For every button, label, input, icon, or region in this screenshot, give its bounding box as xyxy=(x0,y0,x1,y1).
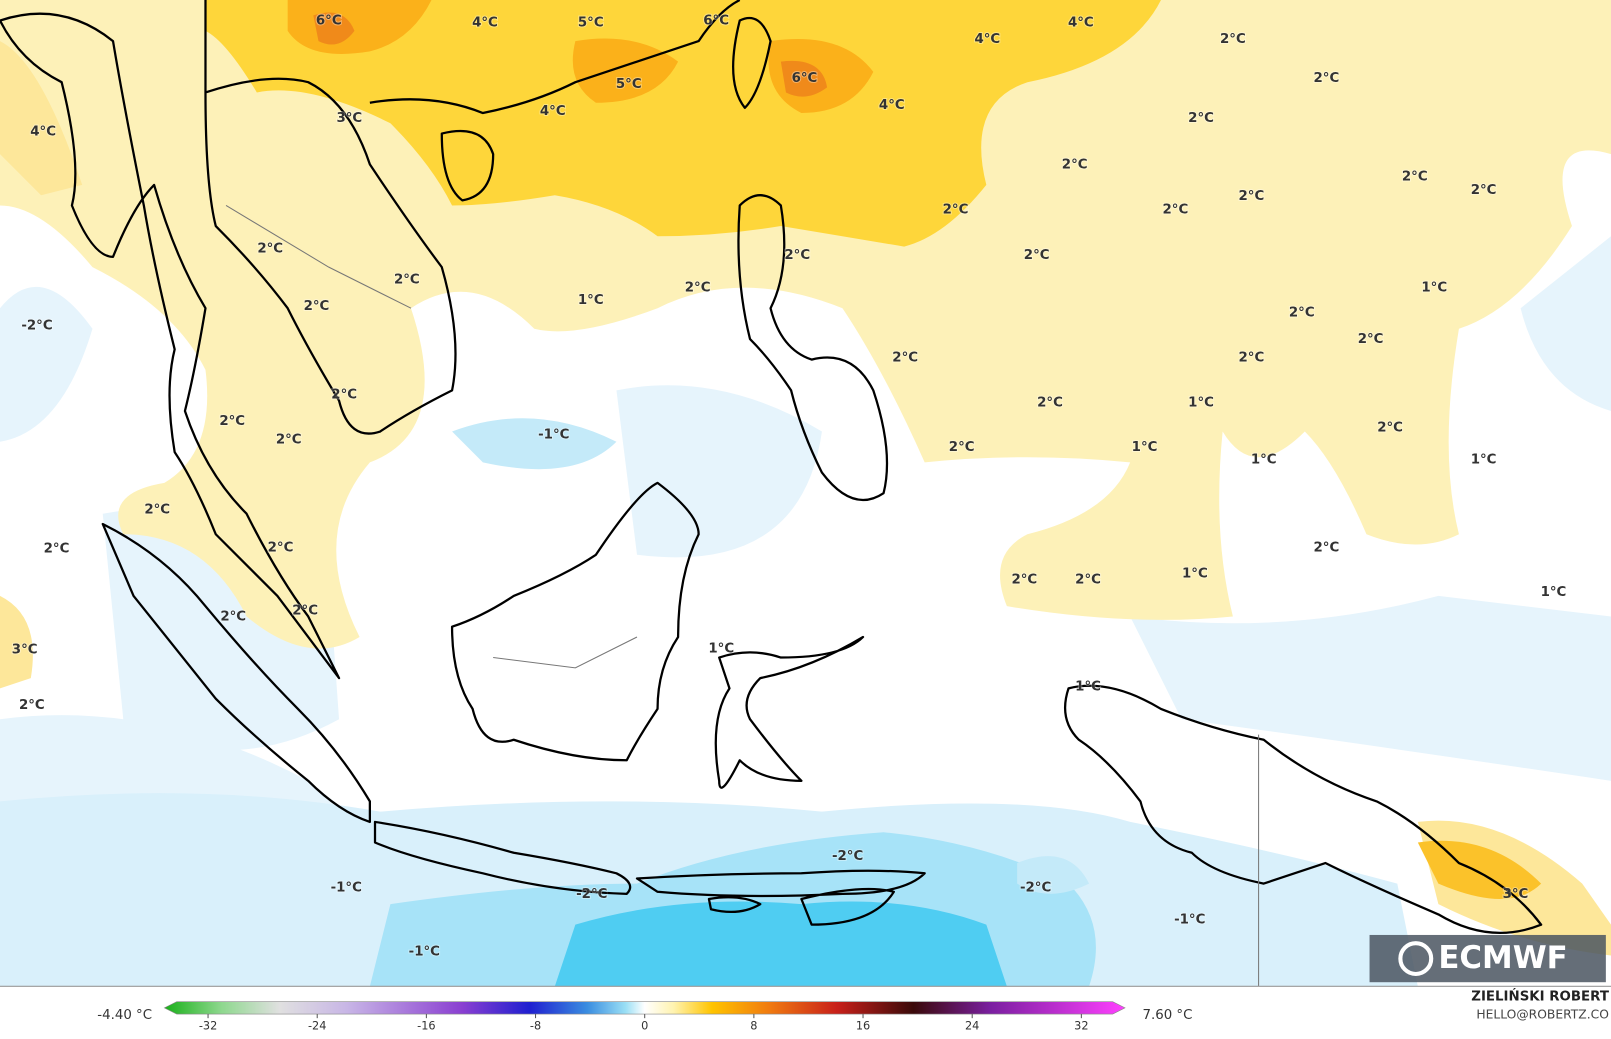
colorbar-tick-label: -8 xyxy=(530,1019,541,1032)
colorbar-tick-label: 24 xyxy=(965,1019,979,1032)
temperature-label: 3°C xyxy=(336,111,362,126)
temperature-label: 2°C xyxy=(1037,396,1063,411)
temperature-label: 2°C xyxy=(1188,111,1214,126)
temperature-label: 1°C xyxy=(1132,440,1158,455)
temperature-label: -2°C xyxy=(576,887,607,902)
logo-text: ECMWF xyxy=(1438,940,1567,976)
temperature-label: -1°C xyxy=(538,428,569,443)
temperature-label: 4°C xyxy=(1068,16,1094,31)
colorbar-min-label: -4.40 °C xyxy=(97,1008,152,1023)
temperature-label: 2°C xyxy=(1162,203,1188,218)
temperature-label: 4°C xyxy=(879,98,905,113)
temperature-label: 1°C xyxy=(578,293,604,308)
temperature-label: 2°C xyxy=(219,414,245,429)
coastlines xyxy=(0,0,1543,987)
temperature-label: 1°C xyxy=(1075,679,1101,694)
temperature-label: 1°C xyxy=(1251,452,1277,467)
temperature-label: 6°C xyxy=(792,71,818,86)
temperature-label: 1°C xyxy=(1541,585,1567,600)
temperature-label: 2°C xyxy=(1377,420,1403,435)
temperature-label: 2°C xyxy=(1358,332,1384,347)
colorbar-tick-label: -24 xyxy=(308,1019,326,1032)
temperature-label: 1°C xyxy=(1421,281,1447,296)
temperature-label: 2°C xyxy=(1239,351,1265,366)
temperature-label: 4°C xyxy=(30,125,56,140)
temperature-label: 2°C xyxy=(1314,71,1340,86)
temperature-label: 6°C xyxy=(316,14,342,29)
colorbar-max-label: 7.60 °C xyxy=(1142,1008,1192,1023)
temperature-label: 2°C xyxy=(1220,32,1246,47)
temperature-label: -1°C xyxy=(331,881,362,896)
temperature-label: 1°C xyxy=(1182,566,1208,581)
temperature-label: 2°C xyxy=(685,281,711,296)
temperature-label: 2°C xyxy=(949,440,975,455)
temperature-label: 2°C xyxy=(276,433,302,448)
temperature-label: 2°C xyxy=(1239,189,1265,204)
temperature-label: 2°C xyxy=(1011,572,1037,587)
temperature-label: -1°C xyxy=(409,944,440,959)
temperature-label: 2°C xyxy=(1062,157,1088,172)
colorbar-tick-label: 16 xyxy=(856,1019,870,1032)
temperature-label: 2°C xyxy=(44,542,70,557)
temperature-label: 1°C xyxy=(708,641,734,656)
temperature-label: 1°C xyxy=(1471,452,1497,467)
colorbar-tick-label: -16 xyxy=(417,1019,435,1032)
temperature-label: 2°C xyxy=(1024,248,1050,263)
temperature-label: 2°C xyxy=(892,351,918,366)
colorbar-tick-label: -32 xyxy=(199,1019,217,1032)
temperature-label: 2°C xyxy=(144,503,170,518)
temperature-label: 4°C xyxy=(540,104,566,119)
logo-icon xyxy=(1398,941,1434,977)
temperature-fields xyxy=(0,0,1611,987)
temperature-label: 2°C xyxy=(257,242,283,257)
temperature-labels: 6°C 4°C 5°C 6°C 4°C 4°C 2°C 2°C 3°C 5°C 4°C 6°C 4°C 4… xyxy=(11,13,1568,961)
temperature-label: 2°C xyxy=(292,603,318,618)
temperature-label: 6°C xyxy=(703,14,729,29)
colorbar-ticks: -32 -24 -16 -8 0 8 16 24 32 xyxy=(199,1014,1089,1032)
temperature-label: -2°C xyxy=(1020,881,1051,896)
temperature-label: 3°C xyxy=(12,642,38,657)
temperature-label: 2°C xyxy=(1471,183,1497,198)
temperature-label: 2°C xyxy=(331,388,357,403)
temperature-label: 3°C xyxy=(1503,887,1529,902)
temperature-label: 2°C xyxy=(1314,541,1340,556)
colorbar-tick-label: 8 xyxy=(750,1019,757,1032)
colorbar-tick-label: 0 xyxy=(641,1019,648,1032)
temperature-label: -1°C xyxy=(1174,913,1205,928)
temperature-label: -2°C xyxy=(832,849,863,864)
credit-contact: HELLO@ROBERTZ.CO xyxy=(1476,1008,1609,1022)
temperature-label: 2°C xyxy=(394,272,420,287)
temperature-label: 4°C xyxy=(974,32,1000,47)
temperature-label: -2°C xyxy=(21,319,52,334)
colorbar xyxy=(163,1001,1126,1015)
temperature-label: 2°C xyxy=(784,248,810,263)
temperature-label: 2°C xyxy=(304,299,330,314)
temperature-label: 2°C xyxy=(943,203,969,218)
temperature-label: 5°C xyxy=(616,77,642,92)
temperature-label: 2°C xyxy=(19,698,45,713)
temperature-label: 1°C xyxy=(1188,396,1214,411)
colorbar-tick-label: 32 xyxy=(1074,1019,1088,1032)
temperature-label: 2°C xyxy=(1075,572,1101,587)
temperature-label: 5°C xyxy=(578,16,604,31)
temperature-label: 2°C xyxy=(220,609,246,624)
credit-author: ZIELIŃSKI ROBERT xyxy=(1471,987,1610,1005)
temperature-label: 2°C xyxy=(268,541,294,556)
temperature-label: 4°C xyxy=(472,16,498,31)
temperature-label: 2°C xyxy=(1289,305,1315,320)
temperature-label: 2°C xyxy=(1402,170,1428,185)
logo: ECMWF xyxy=(1369,934,1606,983)
